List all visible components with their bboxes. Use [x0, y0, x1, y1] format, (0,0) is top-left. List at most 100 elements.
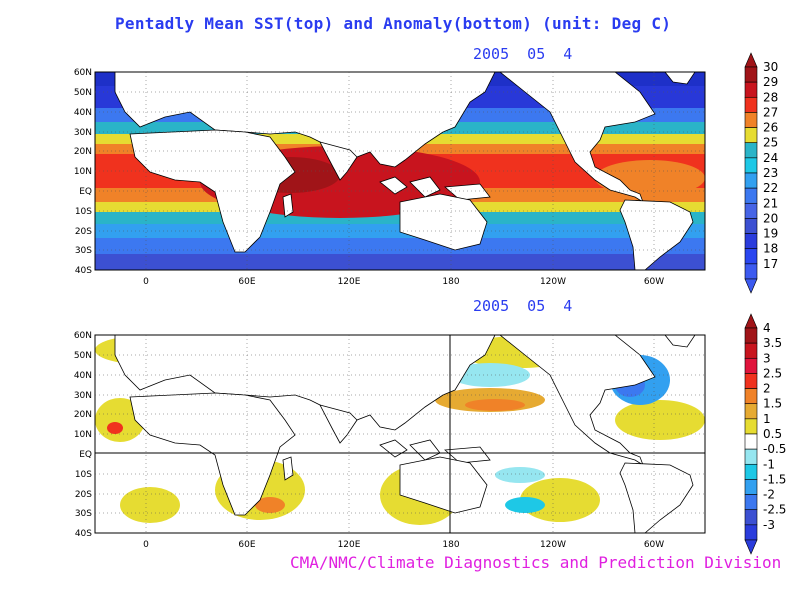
- anomaly-colorbar-swatch: [744, 463, 758, 480]
- sst-colorbar-swatch: [744, 66, 758, 83]
- anomaly-colorbar-label: -1.5: [763, 472, 786, 486]
- sst-colorbar-label: 29: [763, 75, 778, 89]
- sst-colorbar-swatch: [744, 218, 758, 234]
- top-lon-label: 60W: [644, 277, 664, 287]
- sst-colorbar-label: 30: [763, 60, 778, 74]
- sst-colorbar-swatch: [744, 127, 758, 144]
- anomaly-colorbar-label: 0.5: [763, 427, 782, 441]
- anomaly-colorbar-label: 1: [763, 412, 771, 426]
- sst-colorbar-bottom-arrow: [744, 278, 758, 294]
- top-lat-label: 60N: [74, 68, 92, 78]
- bottom-lat-label: 10N: [74, 430, 92, 440]
- sst-colorbar-swatch: [744, 81, 758, 98]
- credit-line: CMA/NMC/Climate Diagnostics and Predicti…: [290, 553, 782, 572]
- top-lat-label: 10N: [74, 167, 92, 177]
- top-lat-label: 20S: [75, 227, 92, 237]
- bottom-lon-label: 60W: [644, 540, 664, 550]
- bottom-lon-label: 60E: [238, 540, 255, 550]
- sst-colorbar-label: 24: [763, 151, 778, 165]
- bottom-lon-label: 120W: [540, 540, 566, 550]
- top-lat-label: 40S: [75, 266, 92, 276]
- top-lat-label: 50N: [74, 88, 92, 98]
- bottom-lat-label: 20N: [74, 410, 92, 420]
- sst-colorbar-swatch: [744, 96, 758, 113]
- sst-colorbar-label: 25: [763, 136, 778, 150]
- anomaly-colorbar-swatch: [744, 403, 758, 420]
- sst-colorbar-swatch: [744, 142, 758, 159]
- sst-colorbar-swatch: [744, 112, 758, 128]
- sst-colorbar-swatch: [744, 187, 758, 204]
- sst-colorbar-swatch: [744, 233, 758, 250]
- sst-colorbar-label: 17: [763, 257, 778, 271]
- sst-colorbar-label: 19: [763, 227, 778, 241]
- top-lon-label: 180: [442, 277, 459, 287]
- anomaly-colorbar-label: 2.5: [763, 366, 782, 380]
- bottom-lat-label: 30N: [74, 391, 92, 401]
- top-panel-date: 2005 05 4: [473, 45, 573, 63]
- top-lat-label: 10S: [75, 207, 92, 217]
- anomaly-colorbar-swatch: [744, 479, 758, 495]
- bottom-lat-label: 20S: [75, 490, 92, 500]
- anomaly-colorbar-swatch: [744, 509, 758, 526]
- anomaly-colorbar-swatch: [744, 418, 758, 435]
- anomaly-colorbar-label: 3.5: [763, 336, 782, 350]
- sst-colorbar-top-arrow: [744, 52, 758, 68]
- bottom-lat-label: 40N: [74, 371, 92, 381]
- top-lat-label: 30S: [75, 246, 92, 256]
- bottom-lat-label: 30S: [75, 509, 92, 519]
- top-lat-label: 40N: [74, 108, 92, 118]
- anomaly-colorbar-swatch: [744, 357, 758, 374]
- anomaly-colorbar-bottom-arrow: [744, 539, 758, 555]
- sst-colorbar-swatch: [744, 248, 758, 265]
- top-lon-label: 120W: [540, 277, 566, 287]
- anomaly-colorbar-swatch: [744, 373, 758, 389]
- sst-colorbar-label: 26: [763, 121, 778, 135]
- anomaly-colorbar-swatch: [744, 524, 758, 541]
- anomaly-colorbar-swatch: [744, 448, 758, 465]
- anomaly-colorbar-top-arrow: [744, 313, 758, 329]
- sst-colorbar-swatch: [744, 157, 758, 174]
- sst-colorbar-label: 23: [763, 166, 778, 180]
- anomaly-colorbar-swatch: [744, 433, 758, 450]
- bottom-lon-label: 0: [143, 540, 149, 550]
- top-lat-label: EQ: [79, 187, 92, 197]
- anomaly-colorbar-swatch: [744, 494, 758, 511]
- anomaly-colorbar-label: 4: [763, 321, 771, 335]
- bottom-lat-label: 50N: [74, 351, 92, 361]
- top-lat-label: 20N: [74, 147, 92, 157]
- anomaly-map-panel: [95, 335, 705, 533]
- anomaly-colorbar-swatch: [744, 327, 758, 344]
- anomaly-colorbar-label: -0.5: [763, 442, 786, 456]
- bottom-lat-label: EQ: [79, 450, 92, 460]
- bottom-lon-label: 120E: [338, 540, 361, 550]
- anomaly-colorbar-swatch: [744, 342, 758, 359]
- sst-colorbar-label: 28: [763, 90, 778, 104]
- sst-colorbar-label: 20: [763, 211, 778, 225]
- bottom-lat-label: 10S: [75, 470, 92, 480]
- bottom-lat-label: 40S: [75, 529, 92, 539]
- sst-colorbar-label: 21: [763, 196, 778, 210]
- sst-colorbar-swatch: [744, 263, 758, 280]
- top-lon-label: 120E: [338, 277, 361, 287]
- anomaly-colorbar-label: 3: [763, 351, 771, 365]
- sst-colorbar-label: 22: [763, 181, 778, 195]
- anomaly-colorbar-label: 2: [763, 382, 771, 396]
- sst-colorbar-label: 27: [763, 105, 778, 119]
- anomaly-colorbar-label: -1: [763, 457, 775, 471]
- bottom-panel-date: 2005 05 4: [473, 297, 573, 315]
- anomaly-colorbar-label: -2.5: [763, 503, 786, 517]
- top-lat-label: 30N: [74, 128, 92, 138]
- anomaly-colorbar: 43.532.5 21.510.5-0.5-1-1.5 -2-2.5-3: [744, 313, 786, 555]
- sst-colorbar-swatch: [744, 172, 758, 189]
- sst-colorbar-label: 18: [763, 242, 778, 256]
- figure-title: Pentadly Mean SST(top) and Anomaly(botto…: [115, 14, 672, 33]
- anomaly-colorbar-swatch: [744, 388, 758, 405]
- top-lon-label: 60E: [238, 277, 255, 287]
- sst-colorbar-swatch: [744, 202, 758, 219]
- bottom-lon-label: 180: [442, 540, 459, 550]
- anomaly-colorbar-label: -2: [763, 488, 775, 502]
- top-lon-label: 0: [143, 277, 149, 287]
- anomaly-colorbar-label: -3: [763, 518, 775, 532]
- bottom-lat-label: 60N: [74, 331, 92, 341]
